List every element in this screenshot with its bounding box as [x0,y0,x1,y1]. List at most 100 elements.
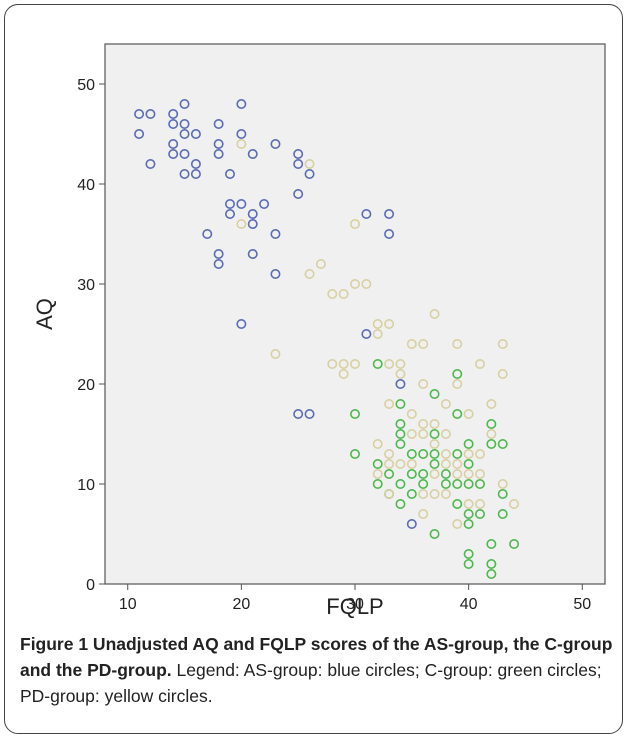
data-point [247,219,258,230]
data-point [213,149,224,160]
data-point [406,338,417,349]
data-point [406,458,417,469]
caption-legend: Legend: AS-group: blue circles; C-group:… [20,660,602,706]
data-point [134,109,145,120]
data-point [429,428,440,439]
data-point [406,408,417,419]
data-point [384,318,395,329]
data-point [270,268,281,279]
data-point [384,209,395,220]
data-point [372,438,383,449]
data-point [236,99,247,110]
data-point [418,488,429,499]
data-point [179,129,190,140]
data-points [134,99,520,579]
data-point [327,288,338,299]
data-point [474,508,485,519]
data-point [361,328,372,339]
data-point [486,538,497,549]
data-point [225,199,236,210]
data-point [384,468,395,479]
data-point [452,408,463,419]
data-point [213,249,224,260]
data-point [474,448,485,459]
data-point [293,408,304,419]
data-point [372,318,383,329]
x-axis-label: FQLP [326,594,383,619]
data-point [247,209,258,220]
data-point [384,398,395,409]
data-point [509,538,520,549]
data-point [293,189,304,200]
data-point [440,488,451,499]
data-point [463,498,474,509]
data-point [440,468,451,479]
data-point [418,478,429,489]
data-point [429,438,440,449]
data-point [486,398,497,409]
data-point [474,498,485,509]
data-point [463,518,474,529]
data-point [418,418,429,429]
data-point [179,99,190,110]
data-point [418,468,429,479]
data-point [406,518,417,529]
data-point [304,268,315,279]
data-point [372,478,383,489]
data-point [406,468,417,479]
data-point [395,458,406,469]
data-point [338,358,349,369]
data-point [418,338,429,349]
data-point [452,338,463,349]
data-point [509,498,520,509]
data-point [190,129,201,140]
data-point [486,558,497,569]
data-point [497,438,508,449]
data-point [463,478,474,489]
data-point [418,508,429,519]
y-tick-label: 0 [86,577,95,594]
data-point [395,498,406,509]
data-point [452,498,463,509]
data-point [349,219,360,230]
data-point [225,169,236,180]
data-point [361,278,372,289]
data-point [497,508,508,519]
data-point [463,508,474,519]
data-point [225,209,236,220]
data-point [270,139,281,150]
data-point [440,448,451,459]
data-point [452,458,463,469]
data-point [372,468,383,479]
data-point [213,139,224,150]
data-point [486,438,497,449]
data-point [179,169,190,180]
data-point [236,199,247,210]
y-tick-label: 30 [77,277,95,294]
y-tick-label: 40 [77,177,95,194]
data-point [429,468,440,479]
data-point [452,468,463,479]
x-tick-label: 40 [460,596,478,613]
data-point [384,358,395,369]
data-point [293,159,304,170]
data-point [384,488,395,499]
data-point [270,229,281,240]
data-point [474,478,485,489]
data-point [384,448,395,459]
y-axis-label: AQ [32,298,57,330]
data-point [327,358,338,369]
scatter-chart: 0 10 20 30 40 50 10 20 30 40 50 FQLP AQ [32,43,606,619]
data-point [395,368,406,379]
data-point [452,478,463,489]
data-point [179,149,190,160]
y-tick-label: 10 [77,477,95,494]
data-point [304,408,315,419]
data-point [213,258,224,269]
data-point [429,528,440,539]
figure-frame [4,4,623,734]
data-point [406,448,417,459]
data-point [452,518,463,529]
data-point [452,368,463,379]
data-point [452,448,463,459]
